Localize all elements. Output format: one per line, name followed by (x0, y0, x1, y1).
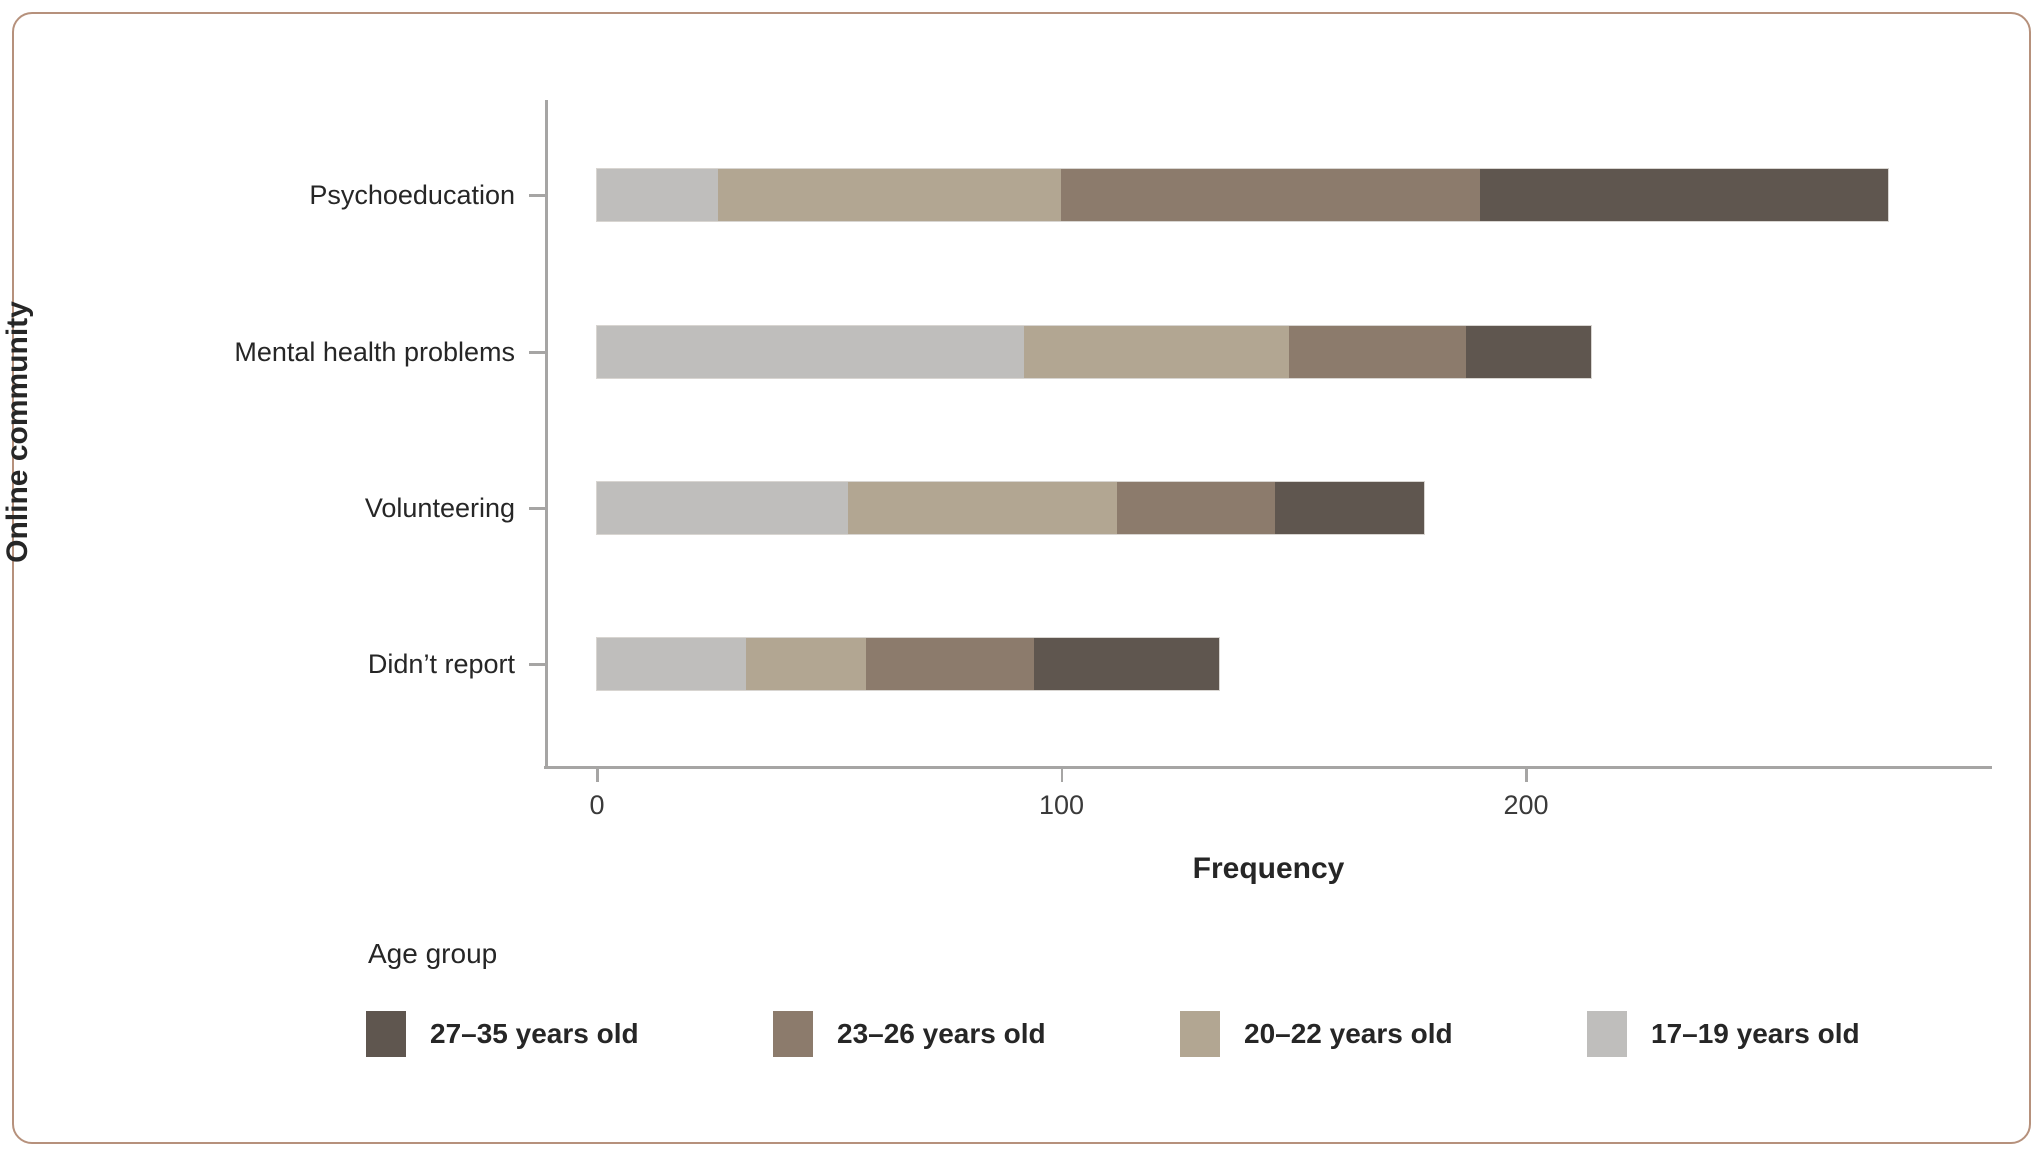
bar-segment (1117, 482, 1276, 534)
bar-segment (1033, 638, 1220, 690)
stacked-bar-3 (596, 481, 1425, 535)
x-axis-tick (1060, 768, 1063, 782)
bar-segment (1061, 169, 1480, 221)
category-label: Mental health problems (234, 337, 515, 367)
bar-segment (847, 482, 1118, 534)
legend-title: Age group (368, 938, 498, 969)
y-axis-title: Online community (1, 301, 34, 563)
legend: 27–35 years old 23–26 years old 20–22 year… (366, 1008, 2006, 1060)
bar-segment (597, 169, 718, 221)
legend-item: 17–19 years old (1587, 1008, 1860, 1060)
y-axis-tick (529, 194, 546, 197)
category-label: Psychoeducation (309, 180, 515, 210)
stacked-bar-2 (596, 325, 1592, 379)
legend-item: 27–35 years old (366, 1008, 639, 1060)
x-axis-tick-label: 0 (589, 790, 605, 820)
bar-segment (745, 638, 867, 690)
bar-segment (597, 326, 1025, 378)
bar-segment (1465, 326, 1591, 378)
bar-segment (1024, 326, 1290, 378)
y-axis-line (545, 100, 548, 766)
x-axis-tick (596, 768, 599, 782)
legend-swatch (366, 1011, 406, 1057)
x-axis-tick-label: 200 (1503, 790, 1549, 820)
bar-segment (717, 169, 1062, 221)
legend-label: 23–26 years old (837, 1018, 1046, 1049)
legend-label: 27–35 years old (430, 1018, 639, 1049)
category-label: Didn’t report (367, 649, 515, 679)
legend-swatch (1587, 1011, 1627, 1057)
y-axis-tick (529, 663, 546, 666)
x-axis-tick (1525, 768, 1528, 782)
bar-segment (597, 638, 746, 690)
y-axis-tick (529, 351, 546, 354)
stacked-bar-1 (595, 168, 1890, 222)
legend-label: 20–22 years old (1244, 1018, 1453, 1049)
bar-segment (1479, 169, 1889, 221)
legend-swatch (1180, 1011, 1220, 1057)
legend-item: 23–26 years old (773, 1008, 1046, 1060)
bar-segment (1289, 326, 1466, 378)
x-axis-line (544, 766, 1992, 769)
category-label: Volunteering (364, 493, 515, 523)
bar-segment (597, 482, 848, 534)
bar-segment (866, 638, 1034, 690)
legend-label: 17–19 years old (1651, 1018, 1860, 1049)
x-axis-tick-label: 100 (1038, 790, 1085, 820)
stacked-bar-4 (595, 637, 1221, 691)
x-axis-title: Frequency (1192, 852, 1345, 885)
bar-segment (1275, 482, 1424, 534)
legend-item: 20–22 years old (1180, 1008, 1453, 1060)
y-axis-tick (529, 507, 546, 510)
legend-swatch (773, 1011, 813, 1057)
